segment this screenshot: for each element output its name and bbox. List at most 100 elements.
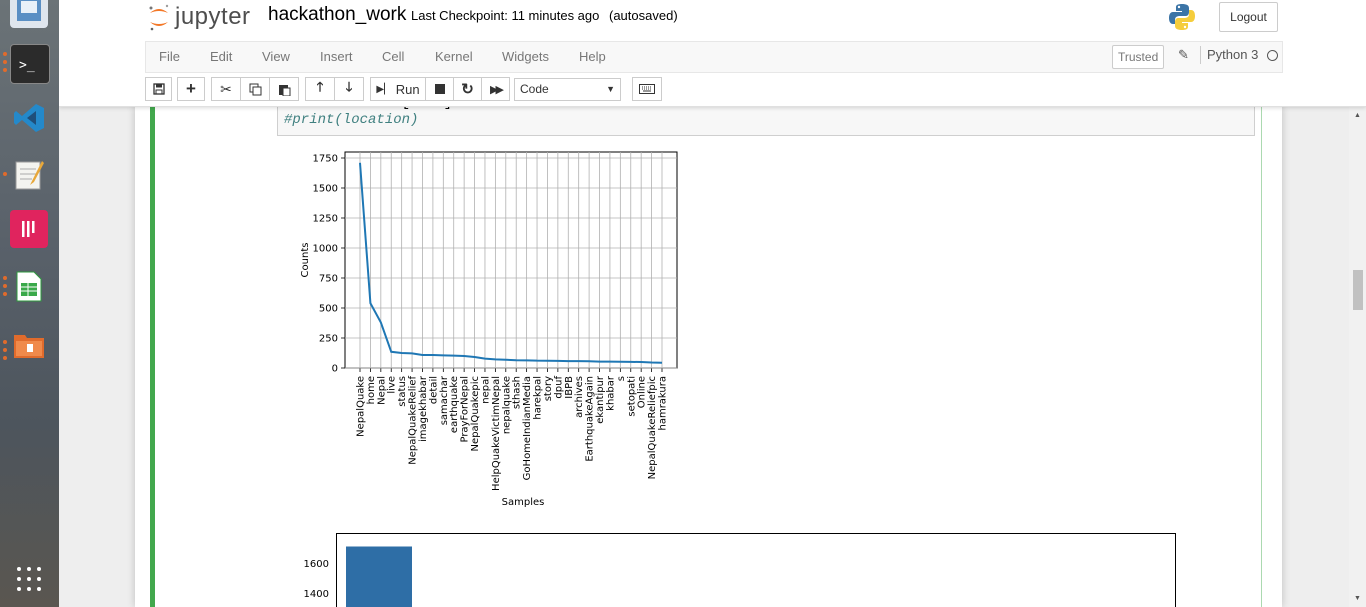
y-tick-label: 750 bbox=[319, 274, 338, 285]
x-tick-label: setopati bbox=[626, 376, 637, 417]
y-tick-label: 1600 bbox=[304, 559, 329, 570]
logout-button[interactable]: Logout bbox=[1219, 2, 1278, 32]
paste-button[interactable] bbox=[269, 77, 299, 101]
data-series-line bbox=[359, 162, 663, 364]
files-icon[interactable] bbox=[10, 0, 48, 28]
x-tick-label: sthash bbox=[512, 376, 523, 409]
kernel-name[interactable]: Python 3 bbox=[1200, 46, 1258, 64]
page-scrollbar[interactable]: ▲ ▼ bbox=[1349, 106, 1366, 607]
running-indicator bbox=[3, 68, 7, 72]
notebook-container: location=train['id'] #print(location) Ne… bbox=[135, 98, 1282, 607]
running-indicator bbox=[3, 172, 7, 176]
autosave-status: (autosaved) bbox=[609, 8, 678, 23]
x-tick-label: IBPB bbox=[564, 376, 575, 399]
copy-button[interactable] bbox=[240, 77, 270, 101]
save-button[interactable] bbox=[145, 77, 172, 101]
checkpoint-status: Last Checkpoint: 11 minutes ago bbox=[411, 8, 600, 23]
y-tick-label: 1400 bbox=[304, 589, 329, 600]
running-indicator bbox=[3, 52, 7, 56]
y-tick-label: 250 bbox=[319, 334, 338, 345]
browser-content: jupyter hackathon_work Last Checkpoint: … bbox=[59, 0, 1366, 607]
running-indicator bbox=[3, 292, 7, 296]
trusted-indicator[interactable]: Trusted bbox=[1112, 45, 1165, 69]
notebook-name[interactable]: hackathon_work bbox=[268, 4, 407, 25]
notebook-header: jupyter hackathon_work Last Checkpoint: … bbox=[59, 0, 1366, 107]
archive-icon[interactable] bbox=[10, 325, 48, 363]
cell-type-select[interactable]: Code ▼ bbox=[514, 78, 621, 101]
python-logo-icon bbox=[1167, 2, 1197, 37]
arrow-up-icon: 🡑 bbox=[316, 79, 324, 94]
text-editor-icon[interactable] bbox=[10, 155, 48, 193]
x-tick-label: imagekhabar bbox=[418, 375, 429, 442]
keyboard-icon bbox=[639, 84, 655, 94]
x-tick-label: NepalQuakepic bbox=[470, 376, 481, 451]
x-tick-label: PrayForNepal bbox=[460, 376, 471, 443]
y-tick-label: 1000 bbox=[313, 244, 338, 255]
terminal-icon[interactable]: >_ bbox=[10, 44, 50, 84]
stop-icon bbox=[434, 84, 445, 94]
command-palette-button[interactable] bbox=[632, 77, 662, 101]
dropdown-arrow-icon: ▼ bbox=[606, 84, 615, 94]
menu-insert[interactable]: Insert bbox=[320, 49, 353, 64]
x-tick-label: NepalQuake bbox=[356, 376, 367, 437]
cell-type-value: Code bbox=[520, 82, 549, 96]
y-tick-label: 0 bbox=[332, 364, 338, 375]
scrollbar-thumb[interactable] bbox=[1353, 270, 1363, 310]
run-button[interactable]: ▶▏ Run bbox=[370, 77, 426, 101]
menu-edit[interactable]: Edit bbox=[210, 49, 233, 64]
media-app-icon[interactable] bbox=[10, 210, 48, 248]
restart-icon: ↻ bbox=[461, 81, 474, 98]
x-tick-label: harekpal bbox=[533, 376, 544, 420]
move-down-button[interactable]: 🡓 bbox=[334, 77, 364, 101]
spreadsheet-icon[interactable] bbox=[10, 267, 48, 305]
x-tick-label: live bbox=[387, 376, 398, 394]
x-tick-label: khabar bbox=[605, 375, 616, 411]
menu-kernel[interactable]: Kernel bbox=[435, 49, 473, 64]
x-tick-label: Nepal bbox=[376, 376, 387, 405]
code-cell[interactable]: location=train['id'] #print(location) Ne… bbox=[150, 98, 1262, 607]
move-up-button[interactable]: 🡑 bbox=[305, 77, 335, 101]
menu-help[interactable]: Help bbox=[579, 49, 606, 64]
x-tick-label: ekantipur bbox=[595, 375, 606, 424]
show-applications-icon[interactable] bbox=[16, 566, 42, 597]
x-tick-label: earthquake bbox=[449, 376, 460, 433]
scroll-up-icon[interactable]: ▲ bbox=[1354, 112, 1361, 119]
x-tick-label: nepalquake bbox=[501, 376, 512, 434]
x-tick-label: archives bbox=[574, 376, 585, 418]
app-dock: >_ bbox=[0, 0, 59, 607]
insert-cell-button[interactable]: + bbox=[177, 77, 205, 101]
x-tick-label: s bbox=[616, 376, 627, 381]
running-indicator bbox=[3, 284, 7, 288]
code-comment-line: #print(location) bbox=[284, 112, 419, 128]
restart-button[interactable]: ↻ bbox=[453, 77, 482, 101]
x-tick-label: home bbox=[366, 376, 377, 404]
scroll-down-icon[interactable]: ▼ bbox=[1354, 595, 1361, 602]
y-tick-label: 1500 bbox=[313, 184, 338, 195]
x-axis-label: Samples bbox=[502, 497, 545, 508]
vscode-icon[interactable] bbox=[10, 99, 48, 137]
x-tick-label: dpuf bbox=[553, 376, 564, 399]
menu-widgets[interactable]: Widgets bbox=[502, 49, 549, 64]
menu-view[interactable]: View bbox=[262, 49, 290, 64]
paste-icon bbox=[278, 84, 290, 96]
cell-selected-bar bbox=[150, 106, 155, 607]
y-tick-label: 1250 bbox=[313, 214, 338, 225]
cut-button[interactable]: ✂ bbox=[211, 77, 241, 101]
step-forward-icon: ▶▏ bbox=[376, 83, 392, 95]
x-tick-label: nepal bbox=[480, 376, 491, 404]
interrupt-button[interactable] bbox=[425, 77, 454, 101]
line-chart-svg: NepalQuake home Nepal live status NepalQuakeR… bbox=[300, 151, 678, 508]
x-tick-label: detail bbox=[428, 376, 439, 404]
kernel-idle-indicator-icon bbox=[1267, 50, 1278, 61]
menubar: File Edit View Insert Cell Kernel Widget… bbox=[145, 41, 1283, 73]
run-label: Run bbox=[395, 81, 420, 97]
arrow-down-icon: 🡓 bbox=[345, 79, 353, 94]
edit-mode-pencil-icon: ✎ bbox=[1178, 47, 1189, 62]
restart-run-all-button[interactable]: ▶▶ bbox=[481, 77, 510, 101]
frequency-bar-chart: 1400 1600 bbox=[304, 533, 1176, 607]
menu-file[interactable]: File bbox=[159, 49, 180, 64]
running-indicator bbox=[3, 356, 7, 360]
y-tick-label: 1750 bbox=[313, 154, 338, 165]
menu-cell[interactable]: Cell bbox=[382, 49, 405, 64]
jupyter-logo[interactable]: jupyter bbox=[147, 2, 251, 32]
